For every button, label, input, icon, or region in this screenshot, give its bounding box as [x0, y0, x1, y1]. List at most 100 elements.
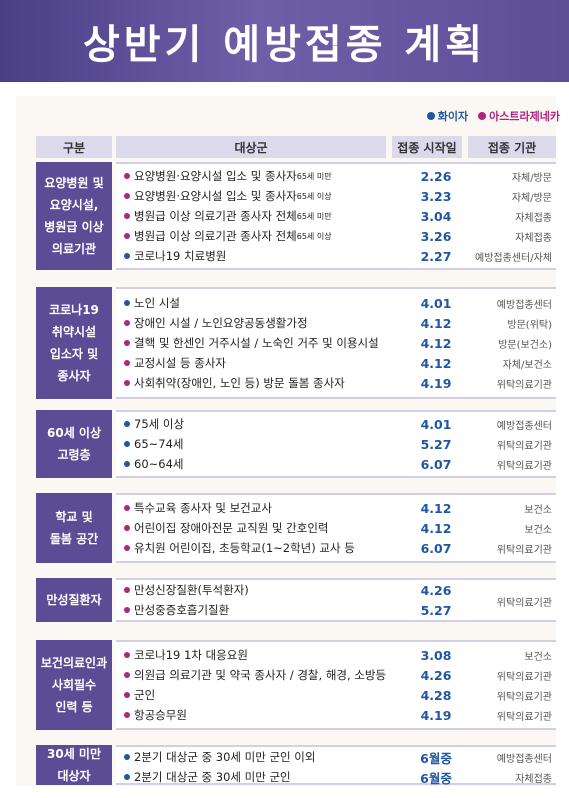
target-text: 코로나19 치료병원: [134, 249, 227, 263]
table-row: 군인 4.28 위탁의료기관: [116, 685, 556, 705]
astrazeneca-dot-icon: [478, 112, 487, 120]
astrazeneca-dot-icon: [124, 360, 130, 366]
start-date-cell: 3.04: [420, 208, 452, 224]
astrazeneca-dot-icon: [124, 505, 130, 511]
table-row: 특수교육 종사자 및 보건교사 4.12 보건소: [116, 498, 556, 518]
astrazeneca-dot-icon: [124, 193, 130, 199]
astrazeneca-dot-icon: [124, 545, 130, 551]
target-text: 2분기 대상군 중 30세 미만 군인: [134, 770, 291, 784]
organization-cell: 위탁의료기관: [496, 671, 552, 683]
target-text: 병원급 이상 의료기관 종사자 전체: [134, 209, 297, 223]
target-cell: 노인 시설: [124, 295, 394, 311]
table-row: 코로나19 치료병원 2.27 예방접종센터/자체: [116, 246, 556, 266]
group-body: 2분기 대상군 중 30세 미만 군인 이외 6월중 예방접종센터 2분기 대상군 중…: [116, 745, 556, 787]
table-row: 병원급 이상 의료기관 종사자 전체 65세 이상 3.26 자체접종: [116, 226, 556, 246]
target-text: 만성신장질환(투석환자): [134, 583, 249, 597]
table-row: 병원급 이상 의료기관 종사자 전체 65세 미만 3.04 자체접종: [116, 206, 556, 226]
group-category-label: 30세 미만 대상자: [36, 745, 112, 785]
target-text: 75세 이상: [134, 417, 185, 431]
start-date-cell: 4.12: [420, 335, 452, 351]
group-category-label: 요양병원 및 요양시설, 병원급 이상 의료기관: [36, 162, 112, 270]
astrazeneca-dot-icon: [124, 320, 130, 326]
target-note: 65세 이상: [296, 191, 332, 201]
start-date-cell: 3.23: [420, 188, 452, 204]
target-cell: 요양병원·요양시설 입소 및 종사자 65세 이상: [124, 188, 394, 204]
organization-cell: 자체접종: [515, 232, 552, 244]
legend-item-astrazeneca: 아스트라제네카: [478, 108, 560, 124]
header-target: 대상군: [116, 136, 386, 158]
start-date-cell: 4.26: [420, 667, 452, 683]
table-group: 보건의료인과 사회필수 인력 등 코로나19 1차 대응요원 3.08 보건소 의원급 …: [36, 640, 556, 730]
target-cell: 의원급 의료기관 및 약국 종사자 / 경찰, 해경, 소방등: [124, 667, 394, 683]
pfizer-dot-icon: [426, 112, 435, 120]
target-cell: 병원급 이상 의료기관 종사자 전체 65세 이상: [124, 228, 394, 244]
start-date-cell: 6월중: [420, 750, 452, 766]
table-row: 노인 시설 4.01 예방접종센터: [116, 293, 556, 313]
start-date-cell: 4.12: [420, 315, 452, 331]
target-cell: 만성중증호흡기질환: [124, 602, 394, 618]
target-cell: 장애인 시설 / 노인요양공동생활가정: [124, 315, 394, 331]
organization-cell: 보건소: [524, 651, 552, 663]
pfizer-dot-icon: [124, 253, 130, 259]
target-text: 의원급 의료기관 및 약국 종사자 / 경찰, 해경, 소방등: [134, 668, 387, 682]
table-row: 만성신장질환(투석환자) 4.26: [116, 580, 556, 600]
organization-cell: 예방접종센터/자체: [475, 252, 552, 264]
target-cell: 65~74세: [124, 436, 394, 452]
table-group: 만성질환자 만성신장질환(투석환자) 4.26 만성중증호흡기질환 5.27 위탁의료기관: [36, 578, 556, 622]
organization-cell: 자체접종: [515, 773, 552, 785]
table-row: 항공승무원 4.19 위탁의료기관: [116, 705, 556, 725]
target-text: 교정시설 등 종사자: [134, 356, 226, 370]
organization-cell: 자체접종: [515, 212, 552, 224]
pfizer-dot-icon: [124, 300, 130, 306]
page-title: 상반기 예방접종 계획: [82, 22, 487, 68]
astrazeneca-dot-icon: [124, 652, 130, 658]
table-row: 의원급 의료기관 및 약국 종사자 / 경찰, 해경, 소방등 4.26 위탁의료기…: [116, 665, 556, 685]
start-date-cell: 5.27: [420, 602, 452, 618]
organization-cell: 예방접종센터: [496, 420, 552, 432]
astrazeneca-dot-icon: [124, 607, 130, 613]
group-body: 75세 이상 4.01 예방접종센터 65~74세 5.27 위탁의료기관 60~64세 6.…: [116, 410, 556, 478]
target-note: 65세 미만: [296, 211, 332, 221]
target-cell: 요양병원·요양시설 입소 및 종사자 65세 미만: [124, 168, 394, 184]
start-date-cell: 6.07: [420, 456, 452, 472]
organization-cell: 위탁의료기관: [496, 379, 552, 391]
table-row: 2분기 대상군 중 30세 미만 군인 6월중 자체접종: [116, 767, 556, 787]
target-text: 65~74세: [134, 437, 184, 451]
group-body: 요양병원·요양시설 입소 및 종사자 65세 미만 2.26 자체/방문 요양병원·요…: [116, 162, 556, 270]
start-date-cell: 2.27: [420, 248, 452, 264]
pfizer-dot-icon: [124, 421, 130, 427]
header-category: 구분: [36, 136, 112, 158]
organization-cell: 자체/보건소: [502, 359, 552, 371]
start-date-cell: 4.01: [420, 295, 452, 311]
target-cell: 어린이집 장애아전문 교직원 및 간호인력: [124, 520, 394, 536]
group-category-label: 학교 및 돌봄 공간: [36, 493, 112, 563]
target-text: 유치원 어린이집, 초등학교(1~2학년) 교사 등: [134, 541, 355, 555]
group-body: 만성신장질환(투석환자) 4.26 만성중증호흡기질환 5.27 위탁의료기관: [116, 578, 556, 622]
target-cell: 항공승무원: [124, 707, 394, 723]
target-text: 군인: [134, 688, 156, 702]
astrazeneca-dot-icon: [124, 712, 130, 718]
group-body: 노인 시설 4.01 예방접종센터 장애인 시설 / 노인요양공동생활가정 4.12 방문…: [116, 287, 556, 399]
table-row: 만성중증호흡기질환 5.27: [116, 600, 556, 620]
target-text: 60~64세: [134, 457, 184, 471]
target-cell: 2분기 대상군 중 30세 미만 군인: [124, 769, 394, 785]
organization-cell: 보건소: [524, 504, 552, 516]
start-date-cell: 4.12: [420, 355, 452, 371]
table-row: 요양병원·요양시설 입소 및 종사자 65세 이상 3.23 자체/방문: [116, 186, 556, 206]
table-row: 요양병원·요양시설 입소 및 종사자 65세 미만 2.26 자체/방문: [116, 166, 556, 186]
legend-item-pfizer: 화이자: [426, 108, 468, 124]
table-row: 2분기 대상군 중 30세 미만 군인 이외 6월중 예방접종센터: [116, 747, 556, 767]
start-date-cell: 5.27: [420, 436, 452, 452]
target-text: 만성중증호흡기질환: [134, 603, 230, 617]
target-cell: 유치원 어린이집, 초등학교(1~2학년) 교사 등: [124, 540, 394, 556]
target-text: 어린이집 장애아전문 교직원 및 간호인력: [134, 521, 329, 535]
pfizer-dot-icon: [124, 774, 130, 780]
table-row: 교정시설 등 종사자 4.12 자체/보건소: [116, 353, 556, 373]
organization-cell: 위탁의료기관: [496, 544, 552, 556]
astrazeneca-dot-icon: [124, 587, 130, 593]
target-cell: 만성신장질환(투석환자): [124, 582, 394, 598]
table-group: 30세 미만 대상자 2분기 대상군 중 30세 미만 군인 이외 6월중 예방접종센…: [36, 745, 556, 787]
table-row: 65~74세 5.27 위탁의료기관: [116, 434, 556, 454]
start-date-cell: 4.19: [420, 375, 452, 391]
organization-cell: 자체/방문: [511, 192, 552, 204]
